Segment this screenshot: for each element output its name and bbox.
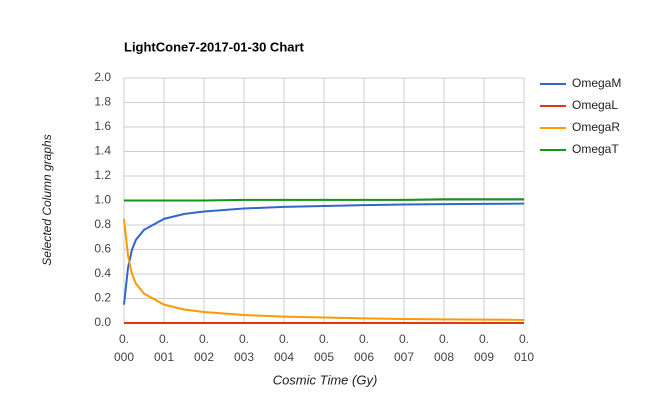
x-tick-label: 0. 003 bbox=[234, 332, 254, 364]
y-tick-label: 1.2 bbox=[94, 168, 111, 182]
x-tick-label: 0. 000 bbox=[114, 332, 134, 364]
x-tick-label-line: 0. bbox=[319, 332, 329, 346]
x-tick-label-line: 0. bbox=[199, 332, 209, 346]
x-tick-label-line: 0. bbox=[239, 332, 249, 346]
x-tick-label: 0. 009 bbox=[474, 332, 494, 364]
x-tick-label-line: 0. bbox=[519, 332, 529, 346]
x-tick-label-line: 0. bbox=[399, 332, 409, 346]
x-tick-label-line: 0. bbox=[439, 332, 449, 346]
chart-title: LightCone7-2017-01-30 Chart bbox=[124, 39, 305, 54]
x-tick-label-line: 006 bbox=[354, 350, 374, 364]
legend-label: OmegaL bbox=[572, 98, 618, 112]
y-tick-label: 0.8 bbox=[94, 217, 111, 231]
y-axis-label: Selected Column graphs bbox=[40, 134, 54, 265]
x-tick-label-line: 002 bbox=[194, 350, 214, 364]
y-tick-label: 1.0 bbox=[94, 193, 111, 207]
x-tick-label: 0. 006 bbox=[354, 332, 374, 364]
x-tick-label-line: 0. bbox=[119, 332, 129, 346]
series-line bbox=[124, 198, 524, 202]
legend-label: OmegaR bbox=[572, 120, 620, 134]
y-tick-label: 1.8 bbox=[94, 95, 111, 109]
x-tick-label-line: 001 bbox=[154, 350, 174, 364]
x-tick-label-line: 0. bbox=[159, 332, 169, 346]
legend-label: OmegaT bbox=[572, 142, 619, 156]
x-tick-label-line: 003 bbox=[234, 350, 254, 364]
x-tick-label-line: 0. bbox=[479, 332, 489, 346]
x-tick-label-line: 005 bbox=[314, 350, 334, 364]
y-tick-label: 0.0 bbox=[94, 315, 111, 329]
x-tick-label-line: 008 bbox=[434, 350, 454, 364]
y-tick-label: 0.6 bbox=[94, 242, 111, 256]
x-tick-label-line: 0. bbox=[279, 332, 289, 346]
x-tick-label: 0. 008 bbox=[434, 332, 454, 364]
series-line bbox=[123, 202, 525, 305]
y-tick-label: 0.4 bbox=[94, 266, 111, 280]
x-tick-label-line: 009 bbox=[474, 350, 494, 364]
y-tick-label: 0.2 bbox=[94, 291, 111, 305]
x-tick-label: 0. 004 bbox=[274, 332, 294, 364]
x-axis-label: Cosmic Time (Gy) bbox=[273, 372, 378, 387]
legend-label: OmegaM bbox=[572, 76, 621, 90]
x-tick-label-line: 004 bbox=[274, 350, 294, 364]
x-tick-label-line: 007 bbox=[394, 350, 414, 364]
y-tick-label: 2.0 bbox=[94, 70, 111, 84]
x-tick-label: 0. 001 bbox=[154, 332, 174, 364]
x-tick-label: 0. 010 bbox=[514, 332, 534, 364]
x-tick-label: 0. 005 bbox=[314, 332, 334, 364]
y-tick-label: 1.4 bbox=[94, 144, 111, 158]
x-tick-label-line: 010 bbox=[514, 350, 534, 364]
x-tick-label: 0. 002 bbox=[194, 332, 214, 364]
x-tick-label: 0. 007 bbox=[394, 332, 414, 364]
series-line bbox=[123, 218, 525, 321]
x-tick-label-line: 000 bbox=[114, 350, 134, 364]
y-tick-label: 1.6 bbox=[94, 119, 111, 133]
x-tick-label-line: 0. bbox=[359, 332, 369, 346]
